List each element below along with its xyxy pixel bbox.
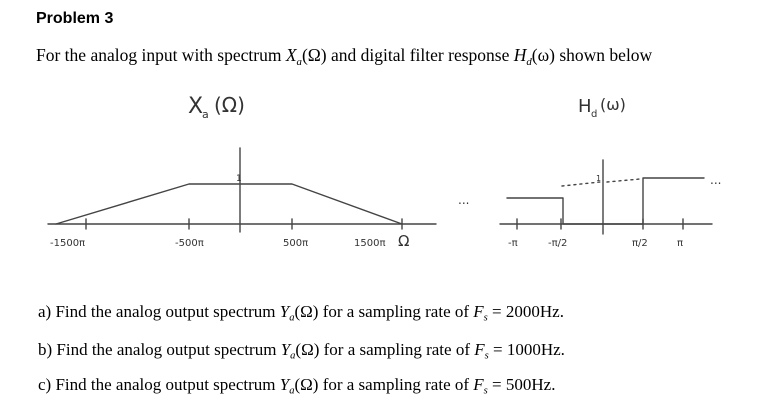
y-symbol: Y [279,375,290,394]
x-plot-title-symbol: X [188,94,203,119]
x-spectrum-trapezoid [55,183,403,225]
x-plot-title-argument: (Ω) [214,93,245,117]
h-peak-label: 1 [596,174,601,183]
h-tick-label: π/2 [632,238,648,249]
x-axis-omega-label: Ω [398,232,409,250]
sampling-rate-value: = 2000Hz. [487,302,564,321]
y-subscript: a [290,350,296,362]
h-plot-title-argument: (ω) [600,95,626,114]
x-symbol: X [285,45,297,65]
fs-symbol: F [474,340,485,359]
x-tick-label: -1500π [50,238,85,249]
fs-subscript: s [484,350,489,362]
question-middle: for a sampling rate of [318,375,474,394]
question-a: a) Find the analog output spectrum Ya(Ω)… [38,302,564,324]
h-level-dashes [561,181,601,187]
y-argument: (Ω) [294,375,319,394]
x-tick-label: -500π [175,238,204,249]
intro-prefix: For the analog input with spectrum [36,45,286,65]
question-b: b) Find the analog output spectrum Ya(Ω)… [38,340,565,362]
question-text: b) Find the analog output spectrum [38,340,281,359]
y-argument: (Ω) [295,340,320,359]
y-subscript: a [289,312,295,324]
h-tick-label: -π [508,238,518,249]
h-subscript: d [526,55,532,68]
h-plot-title-subscript: d [591,109,597,120]
x-argument: (Ω) [301,45,327,65]
h-symbol: H [513,45,527,65]
x-tick-label: 1500π [354,238,385,249]
question-c: c) Find the analog output spectrum Ya(Ω)… [38,375,556,397]
y-symbol: Y [279,302,290,321]
y-symbol: Y [280,340,291,359]
sampling-rate-value: = 500Hz. [487,375,556,394]
h-level-dashes [606,178,641,183]
h-tick-label: π [677,238,683,249]
problem-title: Problem 3 [36,10,114,27]
h-argument: (ω) [531,45,555,65]
question-text: c) Find the analog output spectrum [38,375,280,394]
fs-subscript: s [483,385,488,397]
h-left-continuation: ... [458,193,469,207]
h-plot-title-symbol: H [578,96,592,117]
x-tick-label: 500π [283,238,308,249]
h-tick-label: -π/2 [548,238,567,249]
problem-statement: For the analog input with spectrum Xa(Ω)… [36,45,653,68]
fs-subscript: s [483,312,488,324]
h-filter-response [506,177,705,225]
intro-suffix: shown below [554,45,653,65]
question-middle: for a sampling rate of [318,302,474,321]
sampling-rate-value: = 1000Hz. [488,340,565,359]
x-plot-title-subscript: a [202,108,209,121]
fs-symbol: F [473,375,484,394]
fs-symbol: F [473,302,484,321]
x-peak-label: 1 [236,174,242,184]
y-argument: (Ω) [294,302,319,321]
intro-middle: and digital filter response [326,45,514,65]
question-text: a) Find the analog output spectrum [38,302,280,321]
h-right-continuation: ... [710,173,721,187]
x-subscript: a [296,55,302,68]
y-subscript: a [289,385,295,397]
question-middle: for a sampling rate of [319,340,475,359]
